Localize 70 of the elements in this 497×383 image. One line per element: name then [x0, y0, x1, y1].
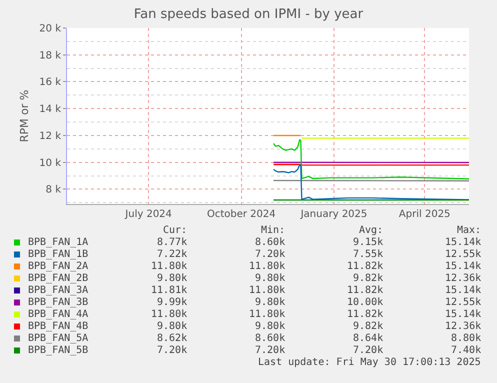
- y-tick-label: 16 k: [39, 77, 62, 88]
- y-tick-label: 20 k: [39, 24, 62, 34]
- text: 7.20k: [255, 249, 286, 260]
- y-tick-label: 10 k: [39, 158, 62, 169]
- text: 7.20k: [353, 345, 384, 356]
- text: 11.80k: [249, 261, 286, 272]
- text: 7.40k: [451, 345, 482, 356]
- text: 8.62k: [157, 333, 188, 344]
- text: 9.80k: [255, 321, 286, 332]
- text: 15.14k: [445, 309, 482, 320]
- text: 9.80k: [157, 321, 188, 332]
- x-tick-label: October 2024: [206, 209, 276, 220]
- text: 11.81k: [151, 285, 188, 296]
- text: Cur:: [163, 225, 188, 236]
- text: 7.20k: [255, 345, 286, 356]
- text: 11.82k: [347, 285, 384, 296]
- text: 12.55k: [445, 249, 482, 260]
- legend-label: BPB_FAN_4A: [28, 309, 88, 320]
- legend-label: BPB_FAN_5A: [28, 333, 88, 344]
- y-tick-label: 8 k: [46, 184, 62, 196]
- text: 7.20k: [157, 345, 188, 356]
- y-tick-label: 18 k: [39, 50, 62, 62]
- text: Last update: Fri May 30 17:00:13 2025: [258, 357, 481, 368]
- legend-label: BPB_FAN_3B: [28, 297, 88, 308]
- legend-label: BPB_FAN_2B: [28, 273, 88, 284]
- legend-label: BPB_FAN_1B: [28, 249, 88, 260]
- text: 9.82k: [353, 321, 384, 332]
- legend-label: BPB_FAN_1A: [28, 237, 88, 248]
- text: 9.15k: [353, 237, 384, 248]
- y-axis-title: RPM or %: [18, 90, 31, 142]
- text: 8.64k: [353, 333, 384, 344]
- text: 11.80k: [151, 261, 188, 272]
- text: 15.14k: [445, 237, 482, 248]
- text: 12.36k: [445, 321, 482, 332]
- x-tick-label: January 2025: [300, 209, 368, 220]
- text: 12.55k: [445, 297, 482, 308]
- y-tick-label: 12 k: [39, 130, 62, 142]
- text: 8.60k: [255, 333, 286, 344]
- text: 9.82k: [353, 273, 384, 284]
- x-tick-label: July 2024: [124, 209, 172, 220]
- text: 10.00k: [347, 297, 384, 308]
- text: 11.82k: [347, 261, 384, 272]
- text: 7.55k: [353, 249, 384, 260]
- text: 11.80k: [249, 285, 286, 296]
- legend-label: BPB_FAN_4B: [28, 321, 88, 332]
- legend-label: BPB_FAN_5B: [28, 345, 88, 356]
- text: Max:: [457, 225, 482, 236]
- text: 9.99k: [157, 297, 188, 308]
- x-tick-label: April 2025: [398, 209, 450, 220]
- legend-label: BPB_FAN_3A: [28, 285, 88, 296]
- text: 9.80k: [157, 273, 188, 284]
- text: 11.80k: [151, 309, 188, 320]
- line-series: [272, 138, 469, 180]
- text: 12.36k: [445, 273, 482, 284]
- text: 15.14k: [445, 261, 482, 272]
- text: Avg:: [359, 225, 384, 236]
- text: 8.80k: [451, 333, 482, 344]
- text: 7.22k: [157, 249, 188, 260]
- line-series: [272, 164, 469, 200]
- text: Min:: [261, 225, 286, 236]
- text: 8.60k: [255, 237, 286, 248]
- text: 8.77k: [157, 237, 188, 248]
- text: 15.14k: [445, 285, 482, 296]
- text: 11.82k: [347, 309, 384, 320]
- legend-label: BPB_FAN_2A: [28, 261, 88, 272]
- y-tick-label: 14 k: [39, 104, 62, 116]
- chart-title: Fan speeds based on IPMI - by year: [134, 7, 364, 22]
- text: 9.80k: [255, 297, 286, 308]
- text: 11.80k: [249, 309, 286, 320]
- text: 9.80k: [255, 273, 286, 284]
